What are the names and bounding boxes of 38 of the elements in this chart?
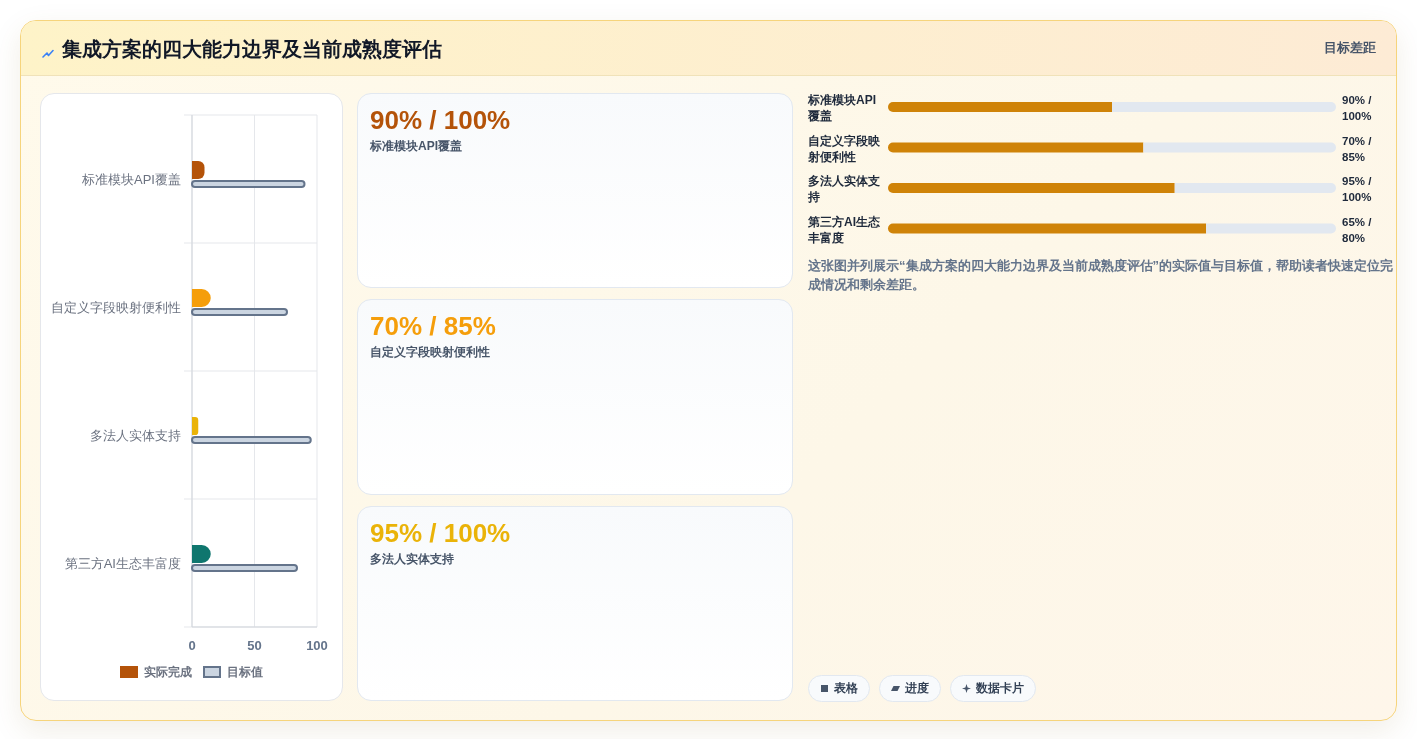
text: 95% / 100% <box>1342 174 1373 205</box>
y-tick-label: 多法人实体支持 <box>808 173 880 205</box>
y-tick-label: 第三方AI生态丰富度 <box>808 213 880 246</box>
text: 90% / 100% <box>370 105 511 135</box>
text: 进度 <box>905 680 929 696</box>
y-tick-label: 标准模块API覆盖 <box>81 171 181 187</box>
text: 70% / 85% <box>370 311 496 342</box>
x-tick-label: 0 <box>188 638 196 653</box>
text: 表格 <box>834 680 858 696</box>
x-tick-label: 50 <box>247 638 262 653</box>
text: 95% / 100% <box>370 517 511 548</box>
bar <box>888 102 1112 112</box>
bar <box>888 223 1207 234</box>
bar <box>1206 223 1336 234</box>
y-tick-label: 多法人实体支持 <box>90 427 181 443</box>
bar <box>1112 102 1336 112</box>
text: 65% / 80% <box>1342 214 1373 246</box>
text: 数据卡片 <box>976 680 1024 696</box>
y-tick-label: 标准模块API覆盖 <box>808 92 877 124</box>
chart-title: 目标差距 <box>1324 40 1376 56</box>
category-label: 多法人实体支持 <box>370 550 454 567</box>
bar <box>1174 183 1336 193</box>
legend-label: 实际完成 <box>144 665 192 679</box>
text: 90% / 100% <box>1342 93 1373 124</box>
bar <box>888 142 1144 153</box>
y-tick-label: 第三方AI生态丰富度 <box>64 555 181 571</box>
y-tick-label: 自定义字段映射便利性 <box>51 299 181 315</box>
category-label: 自定义字段映射便利性 <box>370 344 490 361</box>
y-tick-label: 自定义字段映射便利性 <box>808 132 880 165</box>
text: 这张图并列展示“集成方案的四大能力边界及当前成熟度评估”的实际值与目标值，帮助读者快速定位完成情况和剩余差距。 <box>808 256 1393 294</box>
text: 70% / 85% <box>1342 133 1373 165</box>
bar <box>888 183 1175 193</box>
bar <box>1143 142 1336 153</box>
chart-title: 集成方案的四大能力边界及当前成熟度评估 <box>62 37 442 61</box>
category-label: 标准模块API覆盖 <box>370 138 463 154</box>
bar <box>192 417 199 435</box>
x-tick-label: 100 <box>306 638 328 653</box>
legend-label: 目标值 <box>227 665 263 679</box>
